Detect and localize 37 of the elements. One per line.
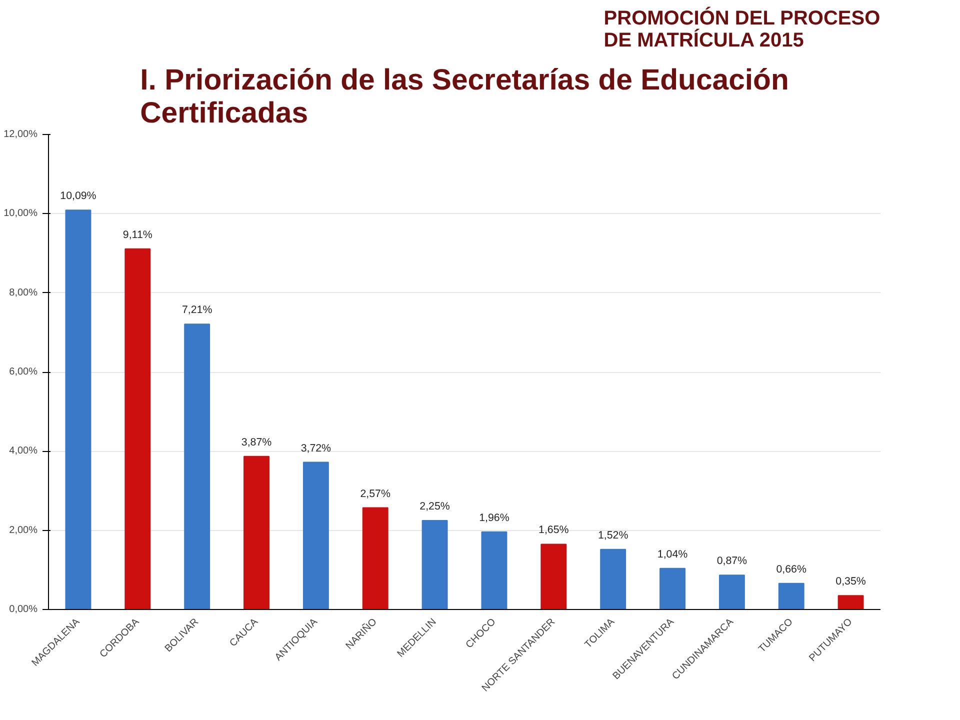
- bar: [718, 574, 745, 610]
- bar: [124, 248, 151, 610]
- data-label: 7,21%: [182, 304, 213, 316]
- chart-title: PROMOCIÓN DEL PROCESO DE MATRÍCULA 2015: [604, 6, 880, 52]
- data-label: 2,25%: [420, 500, 450, 512]
- data-label: 2,57%: [360, 488, 391, 500]
- chart-subtitle: I. Priorización de las Secretarías de Educación Certificadas: [140, 64, 789, 130]
- data-label: 1,65%: [538, 524, 570, 536]
- data-label: 0,87%: [716, 555, 748, 568]
- data-label: 1,96%: [479, 512, 510, 524]
- bar: [362, 507, 388, 610]
- bar: [778, 582, 804, 610]
- data-label: 1,52%: [598, 529, 629, 542]
- bar: [422, 520, 448, 610]
- bar: [184, 324, 210, 610]
- y-tick-label: 8,00%: [9, 287, 38, 298]
- bar: [481, 531, 508, 610]
- bar: [540, 544, 567, 610]
- bar: [660, 568, 686, 610]
- data-label: 0,35%: [836, 576, 866, 588]
- data-label: 0,66%: [776, 563, 807, 576]
- data-label: 9,11%: [122, 228, 153, 241]
- y-tick-label: 6,00%: [9, 366, 38, 378]
- bar: [600, 548, 626, 610]
- y-tick-label: 12,00%: [4, 129, 38, 140]
- bar: [244, 456, 270, 610]
- data-label: 3,72%: [300, 442, 332, 454]
- bar: [302, 462, 329, 610]
- y-tick-label: 4,00%: [9, 446, 38, 457]
- y-tick-label: 10,00%: [4, 208, 38, 220]
- data-label: 1,04%: [657, 548, 688, 560]
- y-tick-label: 0,00%: [9, 604, 38, 615]
- y-tick-label: 2,00%: [9, 524, 38, 536]
- data-label: 10,09%: [60, 190, 97, 202]
- bar: [65, 210, 92, 610]
- bar: [838, 595, 864, 610]
- data-label: 3,87%: [241, 436, 272, 448]
